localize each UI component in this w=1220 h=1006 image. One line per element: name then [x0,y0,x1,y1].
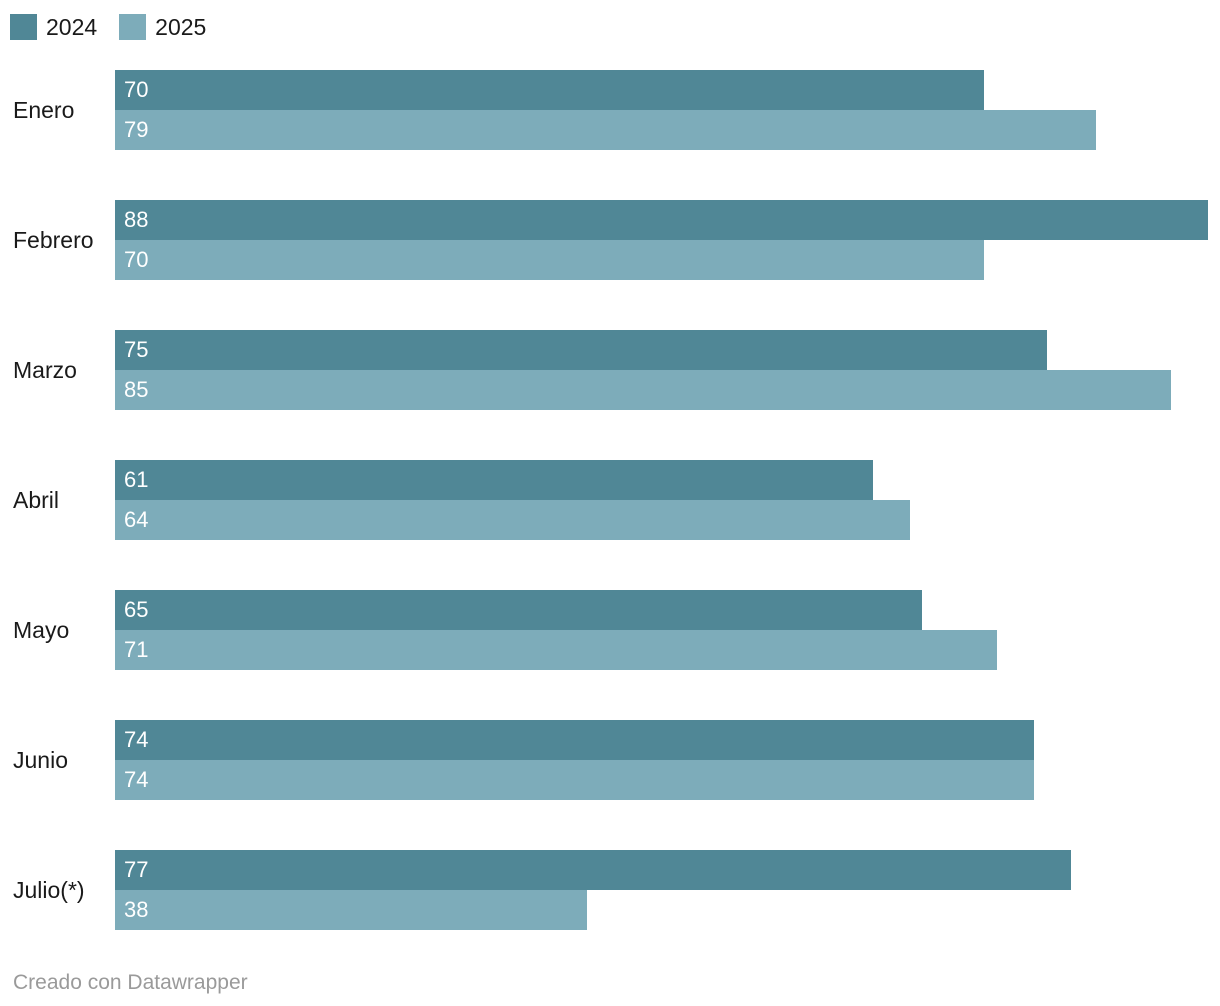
bar-2024-marzo: 75 [115,330,1047,370]
bar-2025-enero: 79 [115,110,1097,150]
value-label: 64 [124,507,149,532]
bar-2024-febrero: 88 [115,200,1208,240]
bar-group: 75 85 [115,330,1208,410]
bar-2024-abril: 61 [115,460,873,500]
category-label: Marzo [13,356,77,383]
value-label: 38 [124,897,149,922]
value-label: 71 [124,637,149,662]
category-label: Febrero [13,226,94,253]
category-label: Abril [13,486,60,513]
chart-row: Febrero 88 70 [0,200,1208,280]
category-label: Junio [13,746,68,773]
bar-2025-marzo: 85 [115,370,1171,410]
chart-row: Enero 70 79 [0,70,1208,150]
chart-row: Mayo 65 71 [0,590,1208,670]
value-label: 65 [124,597,149,622]
value-label: 88 [124,207,149,232]
chart-row: Junio 74 74 [0,720,1208,800]
value-label: 85 [124,377,149,402]
legend-label-2024: 2024 [46,14,98,40]
value-label: 74 [124,727,149,752]
category-label: Mayo [13,616,70,643]
bar-group: 70 79 [115,70,1208,150]
value-label: 70 [124,247,149,272]
bar-group: 77 38 [115,850,1208,930]
bar-2025-abril: 64 [115,500,910,540]
bar-2025-junio: 74 [115,760,1035,800]
chart-row: Abril 61 64 [0,460,1208,540]
datawrapper-attribution[interactable]: Creado con Datawrapper [13,971,248,994]
bar-2024-mayo: 65 [115,590,923,630]
bar-2024-enero: 70 [115,70,985,110]
bar-2025-mayo: 71 [115,630,997,670]
chart-row: Julio(*) 77 38 [0,850,1208,930]
value-label: 74 [124,767,149,792]
legend-swatch-2025 [119,14,147,40]
bar-2025-febrero: 70 [115,240,985,280]
bar-2025-julio: 38 [115,890,587,930]
bar-group: 61 64 [115,460,1208,540]
value-label: 77 [124,857,149,882]
category-label: Enero [13,96,75,123]
bar-group: 65 71 [115,590,1208,670]
chart: Enero 70 79 Febrero 88 70 Marzo 75 85 Abril 61 64 Ma… [0,70,1208,980]
legend-item-2024: 2024 [10,14,97,40]
bar-2024-junio: 74 [115,720,1035,760]
bar-group: 88 70 [115,200,1208,280]
value-label: 79 [124,117,149,142]
bar-2024-julio: 77 [115,850,1072,890]
chart-row: Marzo 75 85 [0,330,1208,410]
legend-label-2025: 2025 [155,14,207,40]
legend-item-2025: 2025 [119,14,206,40]
bar-group: 74 74 [115,720,1208,800]
legend: 2024 2025 [10,14,228,40]
value-label: 70 [124,77,149,102]
legend-swatch-2024 [10,14,37,40]
value-label: 75 [124,337,149,362]
category-label: Julio(*) [13,876,85,903]
value-label: 61 [124,467,149,492]
